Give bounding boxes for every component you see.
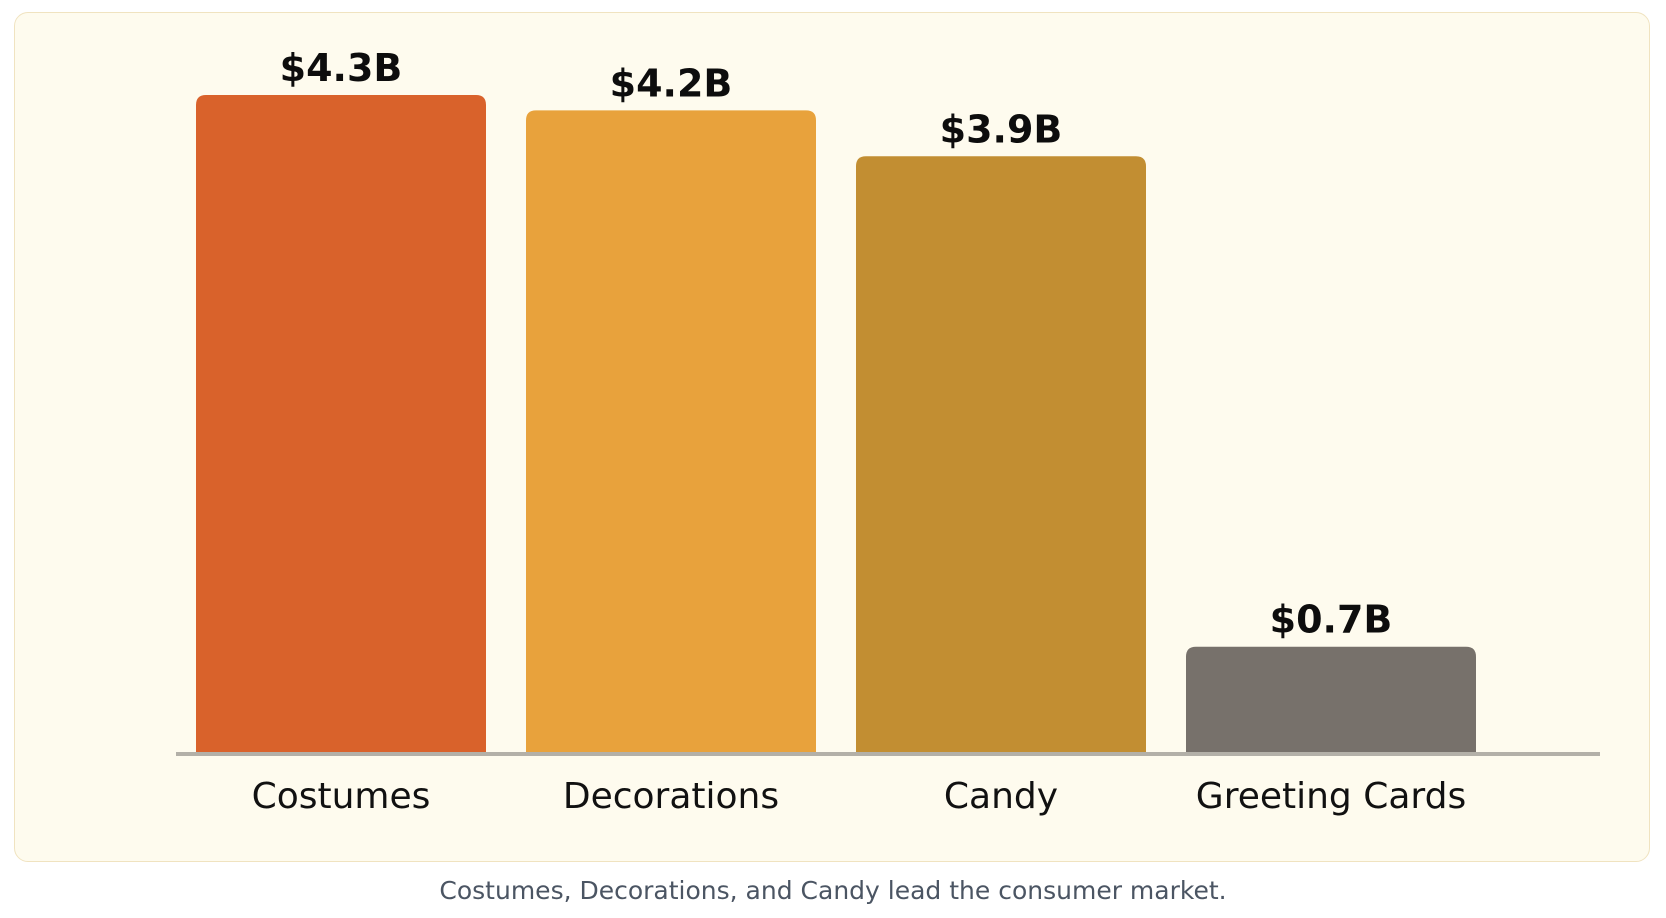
value-label-costumes: $4.3B xyxy=(280,46,403,90)
bar-costumes xyxy=(196,95,486,754)
bars-group xyxy=(196,95,1476,755)
chart-caption: Costumes, Decorations, and Candy lead th… xyxy=(439,876,1227,905)
value-label-greeting-cards: $0.7B xyxy=(1270,598,1393,642)
bar-greeting-cards xyxy=(1186,646,1476,754)
category-label-decorations: Decorations xyxy=(563,776,779,817)
value-label-candy: $3.9B xyxy=(940,107,1063,151)
category-label-greeting-cards: Greeting Cards xyxy=(1196,776,1466,817)
value-label-decorations: $4.2B xyxy=(610,61,733,105)
bar-decorations xyxy=(526,110,816,755)
labels-group: $4.3B Costumes $4.2B Decorations $3.9B Candy $… xyxy=(252,46,1467,817)
category-label-candy: Candy xyxy=(944,776,1058,817)
bar-candy xyxy=(856,156,1146,755)
category-label-costumes: Costumes xyxy=(252,776,431,817)
